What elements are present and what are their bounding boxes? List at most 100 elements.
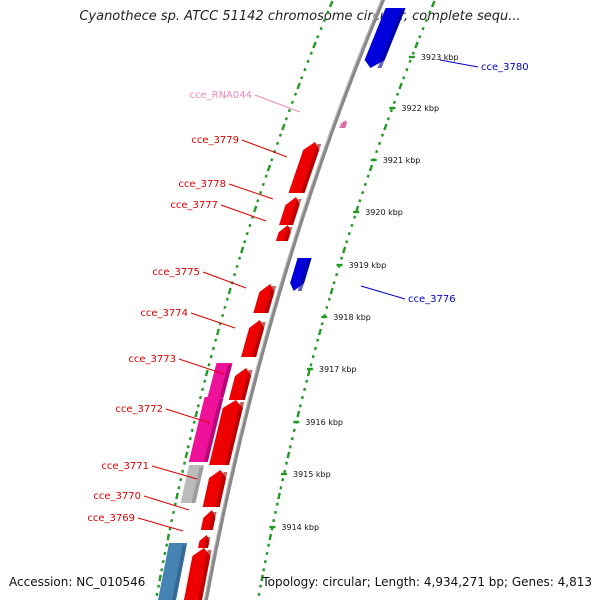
gene-label-cce-3777[interactable]: cce_3777	[170, 200, 218, 211]
ring-tick	[380, 133, 385, 137]
ring-tick	[163, 551, 167, 556]
gene-label-cce-3774[interactable]: cce_3774	[140, 308, 188, 319]
ring-tick	[290, 436, 294, 441]
gene-label-cce-3772[interactable]: cce_3772	[115, 404, 163, 415]
ring-tick	[405, 67, 409, 72]
feature-shade	[297, 260, 311, 291]
ring-tick	[290, 100, 295, 105]
feature-shade	[203, 399, 224, 462]
feature-cce-3780[interactable]	[364, 8, 406, 68]
gene-label-cce-3776[interactable]: cce_3776	[408, 294, 456, 305]
ring-tick	[408, 59, 412, 64]
feature-body	[364, 8, 406, 68]
chromosome-backbone	[203, 0, 386, 600]
gene-labels[interactable]: cce_RNA044 cce_3780 cce_3779 cce_3778 cce_37…	[87, 62, 528, 524]
feature-shade	[377, 10, 405, 68]
feature-cce-3773[interactable]	[228, 368, 253, 400]
ring-tick	[347, 231, 351, 236]
feature-shade	[215, 472, 228, 507]
ring-tick	[296, 82, 301, 90]
ring-tick	[298, 404, 302, 408]
feature-cce-3772[interactable]	[209, 400, 245, 465]
gene-label-cce-3778[interactable]: cce_3778	[178, 179, 226, 190]
ring-tick	[326, 10, 330, 14]
ring-tick	[377, 141, 382, 146]
ring-tick	[267, 543, 271, 547]
ring-tick	[279, 486, 283, 490]
feature-steelblue[interactable]	[157, 543, 188, 600]
ring-tick	[316, 338, 320, 342]
ring-tick	[283, 469, 287, 474]
ring-tick	[300, 395, 304, 400]
ring-tick	[209, 354, 213, 359]
ring-tick	[430, 0, 436, 8]
gene-features[interactable]	[157, 8, 406, 600]
ring-tick	[192, 420, 196, 424]
feature-cce-3777[interactable]	[275, 225, 293, 241]
topology-summary: Topology: circular; Length: 4,934,271 bp…	[262, 575, 592, 589]
ring-tick	[270, 158, 274, 162]
ring-tick	[179, 477, 183, 482]
feature-cce-3778[interactable]	[279, 197, 302, 225]
tick-label: 3915 kbp	[293, 470, 331, 479]
ring-tick	[204, 369, 209, 377]
feature-cce-3769[interactable]	[198, 535, 211, 548]
feature-cce-3774[interactable]	[241, 320, 266, 357]
ring-tick	[421, 26, 425, 31]
ring-tick	[259, 190, 263, 195]
feature-red-lower[interactable]	[183, 548, 212, 600]
feature-magenta-1[interactable]	[207, 363, 233, 397]
feature-shade	[208, 512, 217, 530]
ring-tick	[278, 133, 283, 137]
ring-tick	[186, 445, 190, 449]
gene-label-cce-3773[interactable]: cce_3773	[128, 354, 176, 365]
feature-cce-3775[interactable]	[253, 284, 277, 313]
accession-text: Accession: NC_010546	[9, 575, 146, 589]
feature-cce-3770[interactable]	[200, 510, 217, 530]
ring-tick	[221, 313, 225, 318]
gene-label-cce-3780[interactable]: cce_3780	[481, 62, 529, 73]
ring-tick	[303, 387, 307, 392]
ring-tick	[402, 76, 406, 80]
feature-cce-3771[interactable]	[202, 470, 228, 507]
gene-label-cce-3779[interactable]: cce_3779	[191, 135, 239, 146]
gene-label-cce-rna044[interactable]: cce_RNA044	[189, 90, 252, 101]
feature-grey[interactable]	[180, 465, 205, 503]
feature-cce-rna044[interactable]	[339, 120, 348, 128]
ring-tick	[264, 174, 268, 178]
ring-tick	[160, 568, 164, 572]
ring-tick	[328, 0, 334, 8]
gene-label-cce-3775[interactable]: cce_3775	[152, 267, 200, 278]
tick-label: 3916 kbp	[305, 418, 343, 427]
leader-line	[241, 139, 288, 158]
ring-tick	[395, 92, 400, 96]
ring-tick	[240, 246, 245, 254]
ring-tick	[253, 205, 258, 213]
tick-label: 3914 kbp	[281, 523, 319, 532]
ring-tick	[168, 527, 172, 531]
ring-tick	[188, 436, 192, 441]
ring-tick	[265, 551, 269, 556]
ring-tick	[257, 592, 261, 597]
feature-magenta-2[interactable]	[188, 397, 224, 462]
ring-tick	[238, 256, 242, 260]
ring-tick	[303, 67, 307, 72]
gene-label-cce-3769[interactable]: cce_3769	[87, 513, 135, 524]
ring-tick	[165, 543, 169, 547]
ring-tick	[428, 10, 432, 14]
feature-cce-3779[interactable]	[288, 142, 322, 193]
kbp-tick-labels: 3923 kbp 3922 kbp 3921 kbp 3920 kbp 3919 kbp…	[269, 53, 459, 532]
gene-label-cce-3771[interactable]: cce_3771	[101, 461, 149, 472]
outer-tick-ring	[155, 0, 334, 597]
gene-label-cce-3770[interactable]: cce_3770	[93, 491, 141, 502]
ring-tick	[345, 240, 349, 244]
feature-body	[288, 142, 320, 193]
leader-line	[254, 94, 301, 113]
ring-tick	[170, 518, 174, 523]
tick-label: 3922 kbp	[401, 104, 439, 113]
ring-tick	[398, 82, 403, 90]
feature-cce-3776[interactable]	[290, 258, 312, 291]
ring-tick	[309, 51, 313, 55]
ring-tick	[320, 322, 324, 326]
